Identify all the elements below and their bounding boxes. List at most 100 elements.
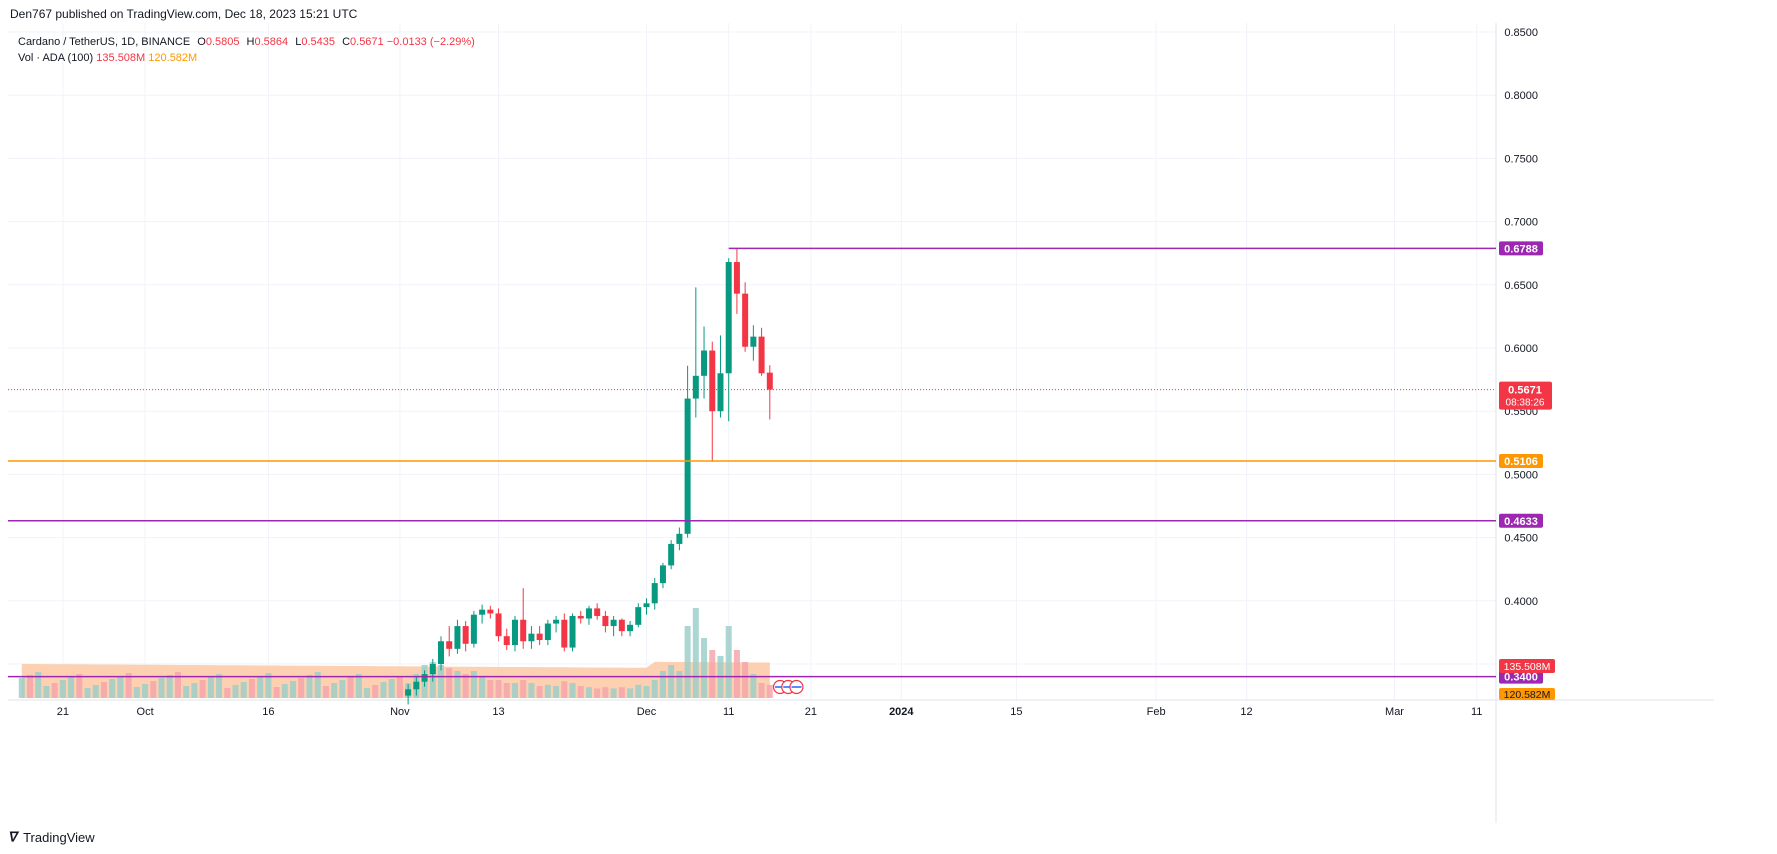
candle-body bbox=[676, 533, 683, 544]
chart-legend: Cardano / TetherUS, 1D, BINANCE O0.5805 … bbox=[18, 34, 475, 66]
volume-bar bbox=[117, 676, 124, 698]
close-label: C bbox=[342, 36, 351, 48]
volume-bar bbox=[454, 671, 461, 698]
candlestick-chart[interactable]: 0.35000.40000.45000.50000.55000.60000.65… bbox=[8, 23, 1714, 823]
volume-bar bbox=[331, 683, 338, 698]
close-value: 0.5671 bbox=[350, 36, 384, 48]
symbol-label[interactable]: Cardano / TetherUS, 1D, BINANCE bbox=[18, 36, 191, 48]
volume-bar bbox=[84, 688, 91, 698]
volume-bar bbox=[372, 685, 379, 698]
volume-value: 135.508M bbox=[96, 52, 146, 64]
candle-body bbox=[405, 689, 412, 696]
volume-bar bbox=[290, 681, 297, 698]
volume-bar bbox=[273, 687, 280, 698]
candle-body bbox=[709, 350, 716, 412]
current-price-value: 0.5671 bbox=[1508, 385, 1542, 397]
volume-bar bbox=[610, 688, 617, 698]
volume-bar bbox=[355, 674, 362, 698]
volume-legend-row: Vol · ADA (100) 135.508M 120.582M bbox=[18, 50, 475, 66]
volume-ma-label-text: 120.582M bbox=[1504, 689, 1551, 701]
footer-brand[interactable]: TradingView bbox=[23, 829, 95, 845]
volume-pane bbox=[18, 608, 773, 698]
volume-bar bbox=[520, 680, 527, 698]
volume-bar bbox=[479, 677, 486, 698]
change-value: −0.0133 (−2.29%) bbox=[386, 36, 475, 48]
volume-last-label: 135.508M bbox=[1499, 659, 1555, 673]
volume-bar bbox=[487, 680, 494, 698]
candle-body bbox=[602, 615, 609, 627]
volume-ma-value: 120.582M bbox=[148, 52, 198, 64]
volume-bar bbox=[627, 688, 634, 698]
candle-body bbox=[742, 293, 749, 347]
candle-body bbox=[692, 375, 699, 399]
time-tick-label: 13 bbox=[492, 706, 504, 718]
level-price-label-text: 0.3400 bbox=[1504, 672, 1538, 684]
volume-bar bbox=[150, 681, 157, 698]
volume-bar bbox=[68, 677, 75, 698]
volume-bar bbox=[553, 686, 560, 698]
level-price-label-bg bbox=[1499, 669, 1543, 684]
volume-bar bbox=[511, 683, 518, 698]
candle-body bbox=[413, 681, 420, 690]
candle-body bbox=[495, 613, 502, 637]
level-price-label-bg bbox=[1499, 241, 1543, 256]
volume-bar bbox=[742, 662, 749, 698]
candle-body bbox=[446, 641, 453, 649]
candle-body bbox=[438, 641, 444, 664]
candle-body bbox=[577, 615, 584, 619]
volume-bar bbox=[240, 682, 247, 698]
volume-bar bbox=[618, 687, 625, 698]
candle-body bbox=[462, 626, 469, 644]
candle-body bbox=[528, 633, 535, 642]
candle-body bbox=[668, 543, 675, 566]
volume-bar bbox=[76, 674, 83, 698]
volume-ma-label-bg bbox=[1499, 688, 1555, 700]
volume-label[interactable]: Vol · ADA (100) bbox=[18, 52, 94, 64]
candle-body bbox=[643, 603, 650, 608]
candle-body bbox=[725, 262, 732, 374]
volume-bar bbox=[659, 671, 666, 698]
volume-bar bbox=[158, 678, 165, 698]
candle-body bbox=[610, 619, 617, 627]
level-price-label-text: 0.6788 bbox=[1504, 243, 1538, 255]
volume-bar bbox=[339, 680, 346, 698]
level-price-label-text: 0.5106 bbox=[1504, 456, 1538, 468]
low-value: 0.5435 bbox=[301, 36, 335, 48]
volume-bar bbox=[265, 673, 272, 698]
candle-body bbox=[733, 262, 740, 294]
candle-body bbox=[503, 636, 510, 646]
volume-bar bbox=[701, 638, 708, 698]
price-legend-row: Cardano / TetherUS, 1D, BINANCE O0.5805 … bbox=[18, 34, 475, 50]
volume-bar bbox=[232, 685, 239, 698]
volume-bar bbox=[676, 671, 683, 698]
candle-body bbox=[659, 565, 666, 584]
volume-bar bbox=[766, 684, 773, 698]
candle-body bbox=[758, 336, 765, 374]
volume-bar bbox=[347, 677, 354, 698]
candle-body bbox=[766, 372, 773, 390]
volume-bar bbox=[470, 671, 477, 698]
candle-body bbox=[511, 619, 518, 646]
time-tick-label: Nov bbox=[390, 706, 410, 718]
candle-body bbox=[651, 583, 658, 604]
time-tick-label: Oct bbox=[137, 706, 154, 718]
volume-bar bbox=[216, 674, 223, 698]
low-label: L bbox=[295, 36, 302, 48]
tradingview-logo-icon: 𝛻 bbox=[10, 829, 19, 844]
candles bbox=[405, 248, 773, 705]
publisher-line: Den767 published on TradingView.com, Dec… bbox=[10, 7, 358, 21]
price-tick-label: 0.6000 bbox=[1504, 343, 1538, 355]
candle-body bbox=[544, 623, 551, 640]
chart-frame[interactable]: 0.35000.40000.45000.50000.55000.60000.65… bbox=[8, 23, 1714, 823]
volume-bar bbox=[18, 678, 25, 698]
volume-bar bbox=[585, 687, 592, 698]
level-price-label-bg bbox=[1499, 513, 1543, 528]
candle-body bbox=[553, 619, 560, 624]
candle-body bbox=[627, 624, 634, 632]
volume-bar bbox=[750, 674, 757, 698]
time-axis: 1121Oct16Nov13Dec1121202415Feb12Mar11 bbox=[57, 706, 1483, 718]
volume-ma-label: 120.582M bbox=[1499, 688, 1555, 701]
volume-bar bbox=[651, 680, 658, 698]
volume-bar bbox=[207, 677, 214, 698]
